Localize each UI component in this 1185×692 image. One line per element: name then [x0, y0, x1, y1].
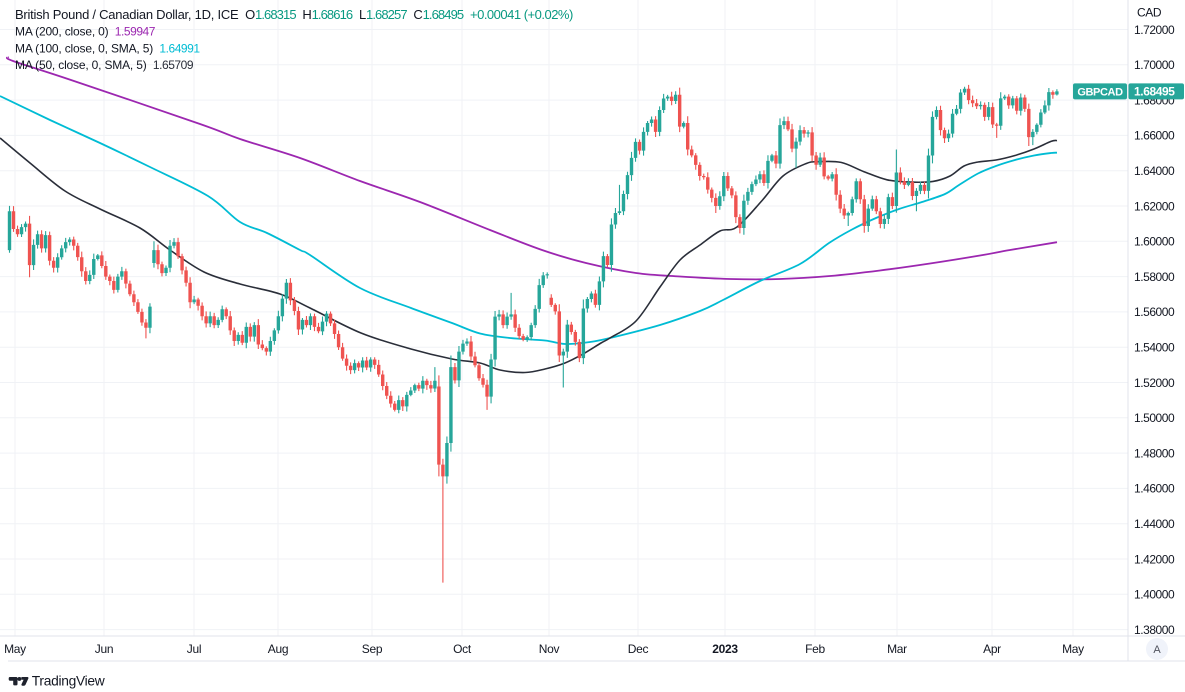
svg-text:Sep: Sep: [362, 642, 383, 656]
svg-text:Dec: Dec: [628, 642, 649, 656]
svg-text:Oct: Oct: [453, 642, 472, 656]
svg-text:2023: 2023: [712, 642, 738, 656]
svg-text:1.56000: 1.56000: [1134, 305, 1175, 319]
svg-text:A: A: [1153, 644, 1161, 656]
svg-text:MA (100, close, 0, SMA, 5) 1.: MA (100, close, 0, SMA, 5) 1.64991: [15, 42, 200, 56]
svg-text:1.44000: 1.44000: [1134, 517, 1175, 531]
svg-text:1.72000: 1.72000: [1134, 23, 1175, 37]
svg-text:GBPCAD: GBPCAD: [1077, 86, 1123, 98]
svg-text:TradingView: TradingView: [32, 674, 105, 689]
svg-text:CAD: CAD: [1137, 6, 1162, 20]
svg-text:1.48000: 1.48000: [1134, 446, 1175, 460]
svg-text:1.52000: 1.52000: [1134, 376, 1175, 390]
svg-text:1.54000: 1.54000: [1134, 341, 1175, 355]
svg-text:1.46000: 1.46000: [1134, 482, 1175, 496]
svg-text:Nov: Nov: [539, 642, 560, 656]
svg-text:British Pound / Canadian Dolla: British Pound / Canadian Dollar, 1D, ICE…: [15, 7, 573, 22]
svg-text:Feb: Feb: [805, 642, 825, 656]
svg-text:Mar: Mar: [887, 642, 907, 656]
svg-text:Jul: Jul: [187, 642, 201, 656]
svg-text:1.58000: 1.58000: [1134, 270, 1175, 284]
svg-text:1.68495: 1.68495: [1134, 84, 1175, 98]
svg-text:1.62000: 1.62000: [1134, 199, 1175, 213]
svg-text:1.64000: 1.64000: [1134, 164, 1175, 178]
svg-text:1.50000: 1.50000: [1134, 411, 1175, 425]
svg-text:1.60000: 1.60000: [1134, 235, 1175, 249]
svg-text:Aug: Aug: [268, 642, 288, 656]
svg-text:May: May: [4, 642, 26, 656]
svg-text:May: May: [1062, 642, 1084, 656]
svg-text:MA (50, close, 0, SMA, 5) 1.6: MA (50, close, 0, SMA, 5) 1.65709: [15, 58, 194, 72]
svg-text:1.70000: 1.70000: [1134, 58, 1175, 72]
svg-text:1.66000: 1.66000: [1134, 129, 1175, 143]
svg-text:1.42000: 1.42000: [1134, 552, 1175, 566]
svg-text:1.38000: 1.38000: [1134, 623, 1175, 637]
svg-text:Jun: Jun: [95, 642, 113, 656]
svg-text:1.40000: 1.40000: [1134, 588, 1175, 602]
svg-text:MA (200, close, 0) 1.59947: MA (200, close, 0) 1.59947: [15, 25, 156, 39]
svg-text:Apr: Apr: [983, 642, 1001, 656]
